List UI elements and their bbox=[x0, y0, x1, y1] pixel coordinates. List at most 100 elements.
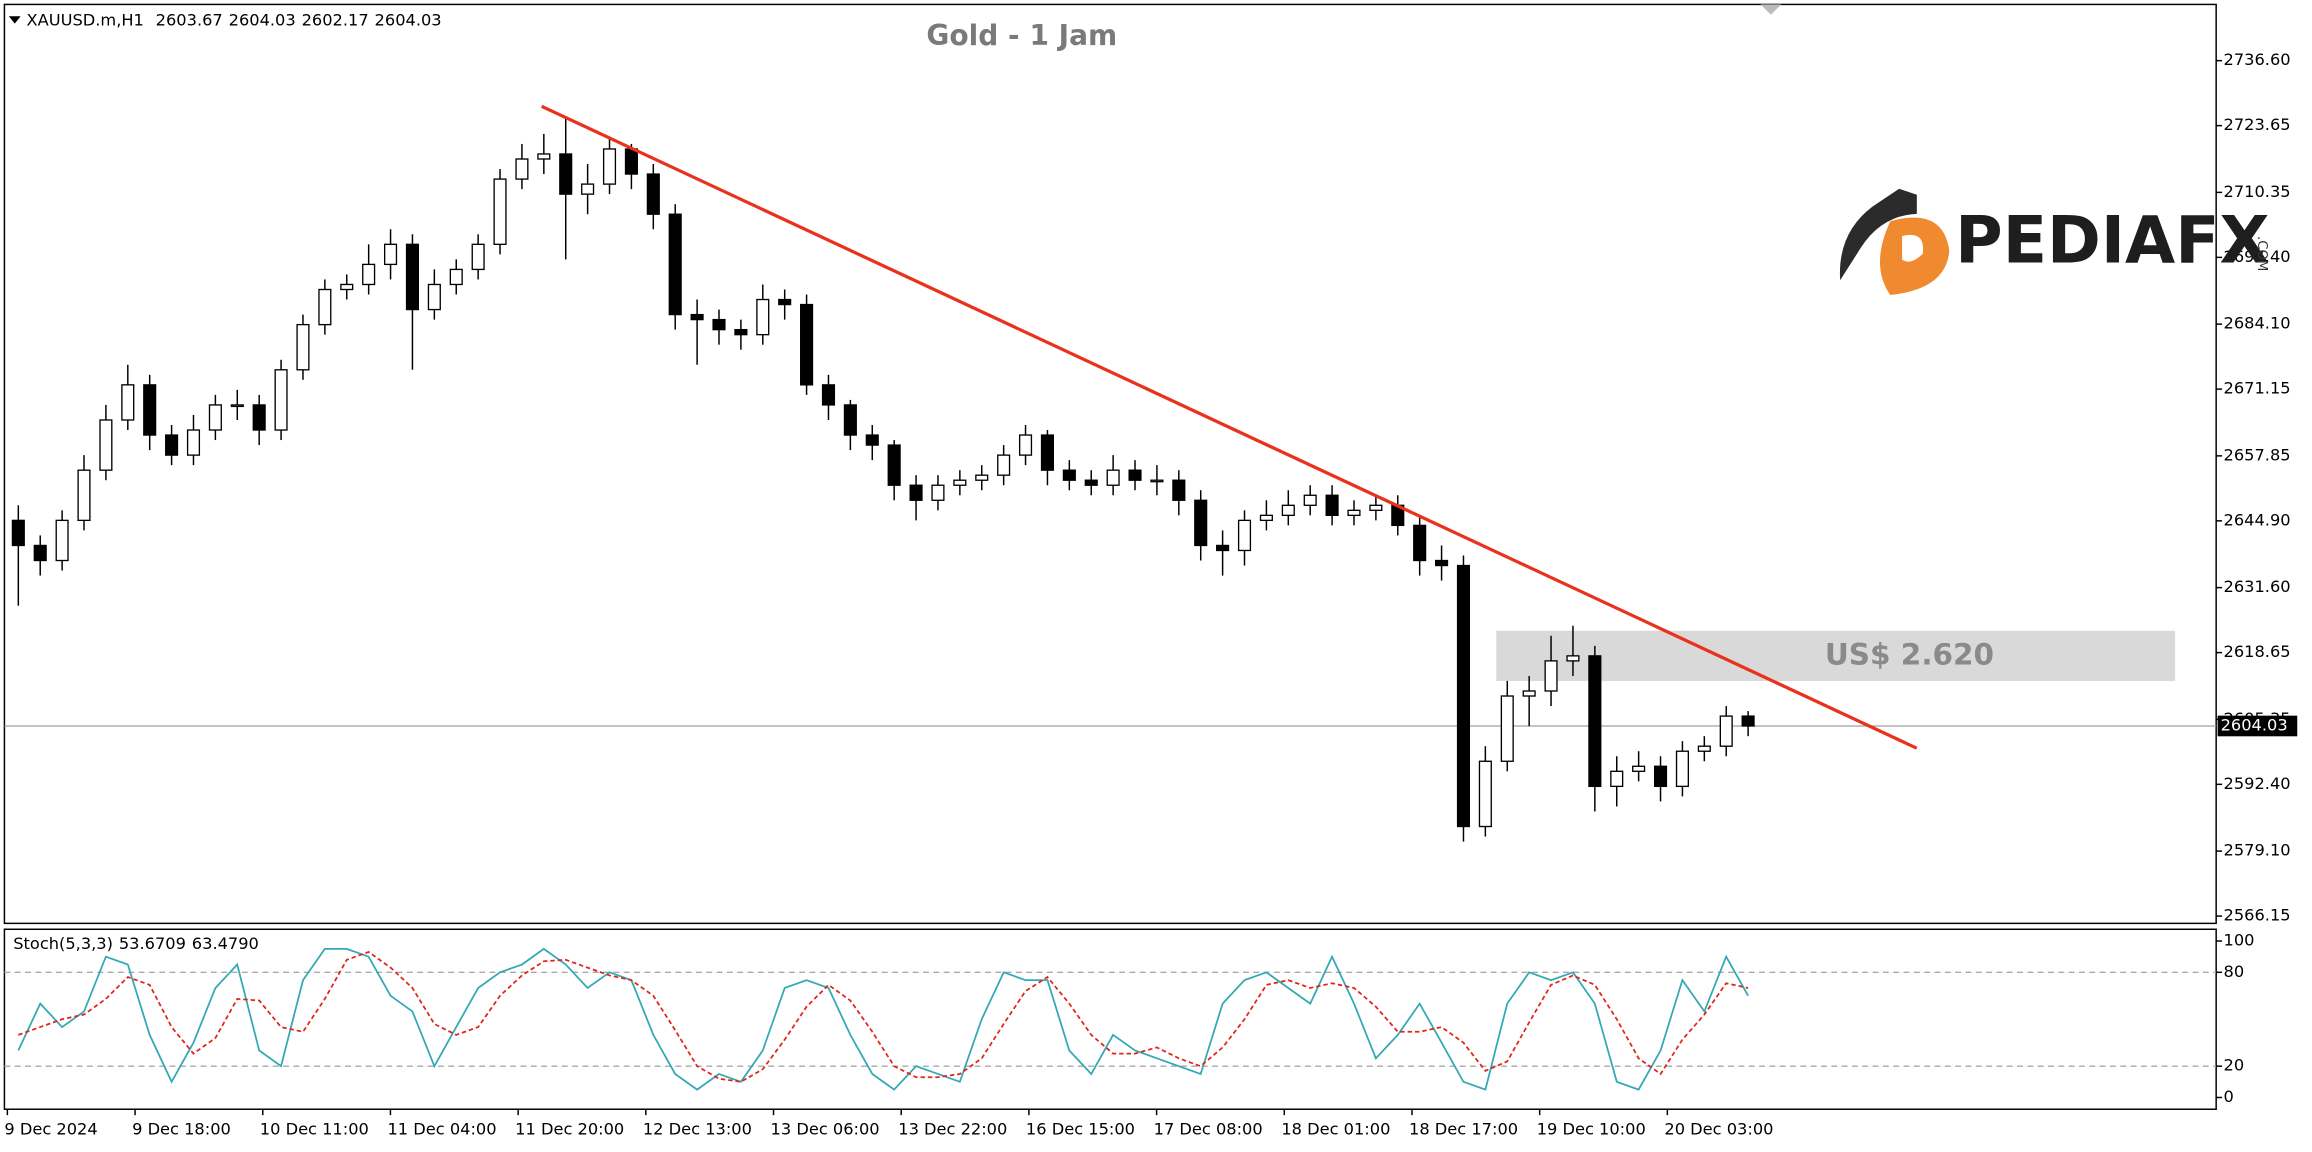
candle-body bbox=[362, 263, 376, 286]
menu-arrow[interactable] bbox=[8, 16, 21, 24]
indicator-label: Stoch(5,3,3) 53.6709 63.4790 bbox=[13, 934, 259, 953]
ohlc-value: 2602.17 bbox=[302, 10, 369, 29]
y-tick-label: 2618.65 bbox=[2224, 642, 2291, 661]
x-tick-label: 9 Dec 18:00 bbox=[132, 1119, 231, 1138]
candle-body bbox=[1281, 504, 1295, 517]
candle-body bbox=[734, 328, 748, 336]
candle-body bbox=[427, 283, 441, 311]
x-tick-label: 10 Dec 11:00 bbox=[260, 1119, 369, 1138]
candle-body bbox=[581, 183, 595, 195]
logo-sub: .COM bbox=[2254, 236, 2269, 271]
candle-body bbox=[1741, 715, 1755, 727]
candle-body bbox=[1632, 765, 1646, 772]
candle-body bbox=[1500, 695, 1514, 762]
candle-body bbox=[953, 479, 967, 486]
y-tick-label: 2736.60 bbox=[2224, 50, 2291, 69]
y-tick-label: 20 bbox=[2224, 1056, 2245, 1075]
candle-body bbox=[296, 323, 310, 371]
header: XAUUSD.m,H1 2603.67 2604.03 2602.17 2604.03 bbox=[27, 10, 442, 29]
y-tick-label: 2671.15 bbox=[2224, 379, 2291, 398]
candle-body bbox=[690, 313, 704, 321]
candle-body bbox=[1106, 469, 1120, 486]
x-tick-label: 16 Dec 15:00 bbox=[1026, 1119, 1135, 1138]
candle-body bbox=[1478, 760, 1492, 828]
logo: PEDIAFX .COM bbox=[1839, 188, 2270, 296]
x-tick-label: 11 Dec 04:00 bbox=[387, 1119, 496, 1138]
candle-body bbox=[1610, 770, 1624, 788]
candle-body bbox=[1259, 514, 1273, 522]
x-tick-label: 13 Dec 22:00 bbox=[898, 1119, 1007, 1138]
x-tick-label: 11 Dec 20:00 bbox=[515, 1119, 624, 1138]
candle-body bbox=[1697, 745, 1711, 752]
candle-body bbox=[1216, 544, 1230, 552]
candle-body bbox=[975, 474, 989, 481]
candle-body bbox=[1040, 434, 1055, 471]
candle-body bbox=[449, 268, 463, 286]
y-tick-label: 2723.65 bbox=[2224, 115, 2291, 134]
candle-body bbox=[931, 484, 945, 501]
price-zone bbox=[1496, 630, 2176, 681]
candle-body bbox=[143, 384, 157, 436]
ohlc-value: 2603.67 bbox=[156, 10, 223, 29]
candle-body bbox=[1653, 765, 1668, 788]
candle-body bbox=[1435, 559, 1449, 567]
candle-body bbox=[1719, 715, 1733, 747]
candle-body bbox=[1062, 469, 1076, 481]
candle-body bbox=[1566, 655, 1580, 662]
y-tick-label: 80 bbox=[2224, 962, 2245, 981]
main-panel bbox=[3, 3, 2217, 925]
candle-body bbox=[252, 404, 266, 431]
x-tick-label: 17 Dec 08:00 bbox=[1154, 1119, 1263, 1138]
candle-body bbox=[756, 298, 770, 336]
candle-body bbox=[1150, 479, 1164, 483]
y-tick-label: 0 bbox=[2224, 1087, 2234, 1106]
candle-body bbox=[1194, 499, 1208, 547]
candle-body bbox=[1128, 469, 1142, 481]
candle-body bbox=[843, 404, 857, 436]
candle-body bbox=[1522, 690, 1536, 697]
candle-body bbox=[800, 303, 814, 386]
stoch-line bbox=[17, 947, 1749, 1091]
candle-body bbox=[165, 434, 179, 456]
candle-body bbox=[646, 173, 660, 215]
candle-body bbox=[1325, 494, 1339, 517]
candle-body bbox=[1675, 750, 1689, 788]
logo-swirl bbox=[1839, 188, 1917, 281]
y-tick-label: 100 bbox=[2224, 931, 2255, 950]
chart-title: Gold - 1 Jam bbox=[926, 19, 1117, 52]
x-tick-label: 12 Dec 13:00 bbox=[643, 1119, 752, 1138]
ohlc-value: 2604.03 bbox=[375, 10, 442, 29]
logo-text: PEDIAFX bbox=[1955, 203, 2269, 278]
y-tick-label: 2566.15 bbox=[2224, 906, 2291, 925]
candle-body bbox=[668, 213, 682, 316]
candle-body bbox=[318, 288, 332, 326]
candle-body bbox=[340, 283, 354, 291]
x-tick-label: 19 Dec 10:00 bbox=[1537, 1119, 1646, 1138]
y-tick-label: 2657.85 bbox=[2224, 445, 2291, 464]
candle-body bbox=[186, 429, 201, 456]
candle-body bbox=[121, 384, 135, 421]
candle-body bbox=[55, 519, 69, 562]
candle-body bbox=[1084, 479, 1098, 486]
x-tick-label: 20 Dec 03:00 bbox=[1664, 1119, 1773, 1138]
candle-body bbox=[1018, 434, 1033, 456]
indicator-reading: 53.6709 bbox=[119, 934, 186, 953]
y-tick-label: 2644.90 bbox=[2224, 510, 2291, 529]
candle-body bbox=[1456, 564, 1471, 828]
y-tick-label: 2684.10 bbox=[2224, 314, 2291, 333]
candle-body bbox=[1303, 494, 1317, 506]
candle-body bbox=[865, 434, 879, 446]
candle-body bbox=[383, 243, 398, 266]
candle-body bbox=[537, 153, 551, 160]
x-tick-label: 9 Dec 2024 bbox=[4, 1119, 97, 1138]
candle-body bbox=[11, 519, 25, 547]
candle-body bbox=[33, 544, 47, 562]
candle-body bbox=[1588, 655, 1602, 788]
candle-body bbox=[1413, 524, 1427, 562]
symbol: XAUUSD.m,H1 bbox=[27, 10, 144, 29]
candle-body bbox=[997, 454, 1011, 476]
y-tick-label: 2697.40 bbox=[2224, 247, 2291, 266]
candle-body bbox=[230, 404, 244, 408]
candle-body bbox=[624, 148, 638, 175]
